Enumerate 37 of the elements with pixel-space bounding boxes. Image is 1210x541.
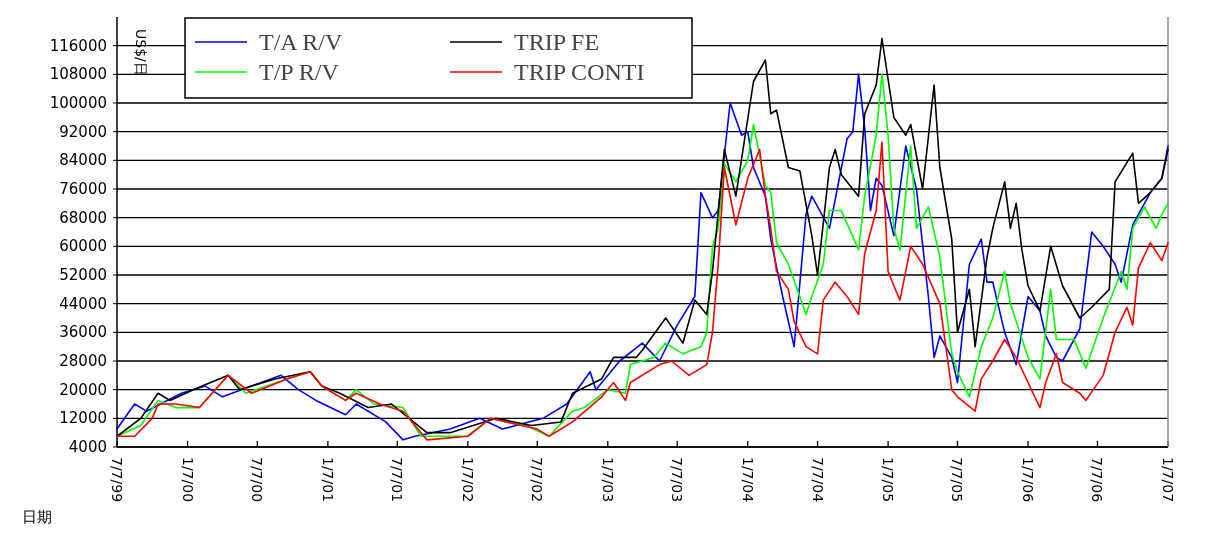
y-tick-label: 60000	[59, 237, 107, 256]
x-tick-label: 7/7/00	[249, 457, 266, 503]
y-tick-label: 100000	[49, 94, 107, 112]
x-tick-label: 7/7/01	[389, 457, 406, 503]
x-tick-label: 1/7/04	[739, 457, 756, 503]
y-tick-label: 76000	[59, 180, 107, 198]
y-axis-title: US$/日	[133, 29, 149, 76]
x-tick-label: 1/7/02	[459, 457, 476, 503]
x-tick-label: 7/7/99	[109, 457, 125, 503]
y-tick-label: 108000	[49, 65, 107, 84]
x-axis-title: 日期	[22, 508, 52, 526]
legend-label: T/P R/V	[259, 59, 340, 85]
y-tick-label: 36000	[59, 323, 107, 342]
y-tick-label: 12000	[59, 409, 107, 428]
legend-label: T/A R/V	[259, 29, 344, 55]
x-tick-label: 7/7/03	[669, 457, 686, 503]
x-tick-label: 1/7/03	[599, 457, 616, 503]
x-tick-label: 1/7/00	[179, 457, 196, 503]
y-tick-label: 20000	[59, 380, 107, 399]
y-tick-label: 92000	[59, 122, 107, 141]
y-tick-label: 116000	[49, 36, 107, 55]
y-tick-label: 4000	[68, 438, 107, 456]
y-tick-label: 52000	[59, 266, 107, 284]
x-tick-label: 1/7/01	[319, 457, 336, 503]
x-tick-label: 7/7/02	[529, 457, 546, 503]
y-tick-label: 84000	[59, 151, 107, 170]
legend-label: TRIP FE	[514, 29, 600, 55]
y-tick-label: 68000	[59, 208, 107, 227]
x-tick-label: 1/7/05	[880, 457, 897, 503]
y-tick-label: 44000	[59, 294, 107, 313]
legend-label: TRIP CONTI	[514, 59, 645, 85]
y-tick-label: 28000	[59, 352, 107, 370]
x-tick-label: 7/7/05	[949, 457, 966, 503]
x-tick-label: 7/7/06	[1089, 457, 1106, 503]
x-tick-label: 7/7/04	[809, 457, 826, 503]
x-tick-label: 1/7/06	[1020, 457, 1037, 503]
x-tick-label: 1/7/07	[1160, 457, 1176, 503]
